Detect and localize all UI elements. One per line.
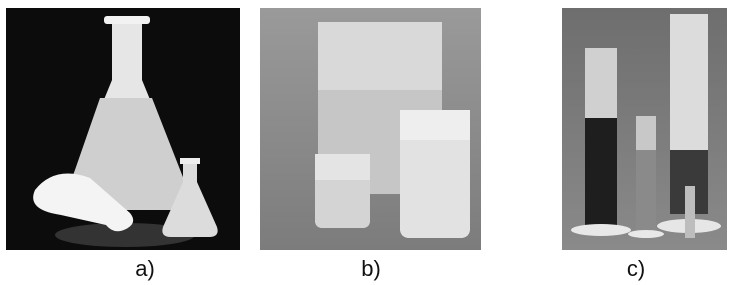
photo-beakers [260, 8, 481, 250]
figure: a) b) c) [0, 0, 734, 285]
photo-cylinders [562, 8, 727, 250]
panel-label: a) [135, 256, 155, 281]
page: a) b) c) (() => { const data = JSON.pars… [0, 0, 734, 285]
panel-label: c) [627, 256, 645, 281]
photo-flasks [6, 8, 240, 250]
panel-label: b) [361, 256, 381, 281]
